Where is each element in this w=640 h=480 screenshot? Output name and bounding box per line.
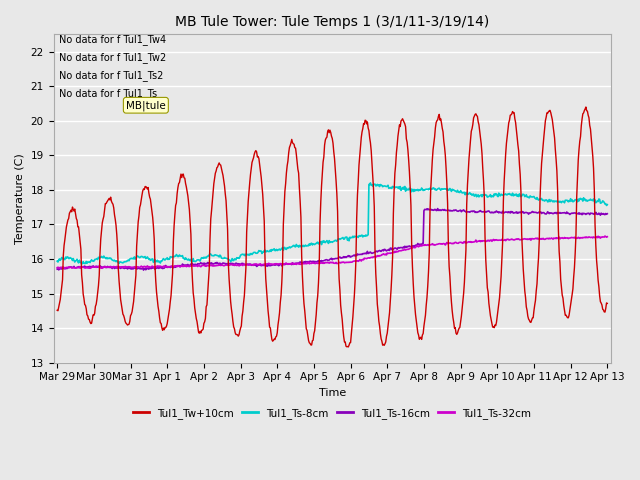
Title: MB Tule Tower: Tule Temps 1 (3/1/11-3/19/14): MB Tule Tower: Tule Temps 1 (3/1/11-3/19… <box>175 15 490 29</box>
Text: No data for f Tul1_Ts2: No data for f Tul1_Ts2 <box>59 71 163 81</box>
Legend: Tul1_Tw+10cm, Tul1_Ts-8cm, Tul1_Ts-16cm, Tul1_Ts-32cm: Tul1_Tw+10cm, Tul1_Ts-8cm, Tul1_Ts-16cm,… <box>129 404 536 423</box>
Y-axis label: Temperature (C): Temperature (C) <box>15 153 25 244</box>
Text: No data for f Tul1_Tw4: No data for f Tul1_Tw4 <box>59 35 166 45</box>
Text: No data for f Tul1_Ts: No data for f Tul1_Ts <box>59 88 157 99</box>
Text: No data for f Tul1_Tw2: No data for f Tul1_Tw2 <box>59 52 166 63</box>
X-axis label: Time: Time <box>319 388 346 398</box>
Text: MB|tule: MB|tule <box>126 100 166 110</box>
